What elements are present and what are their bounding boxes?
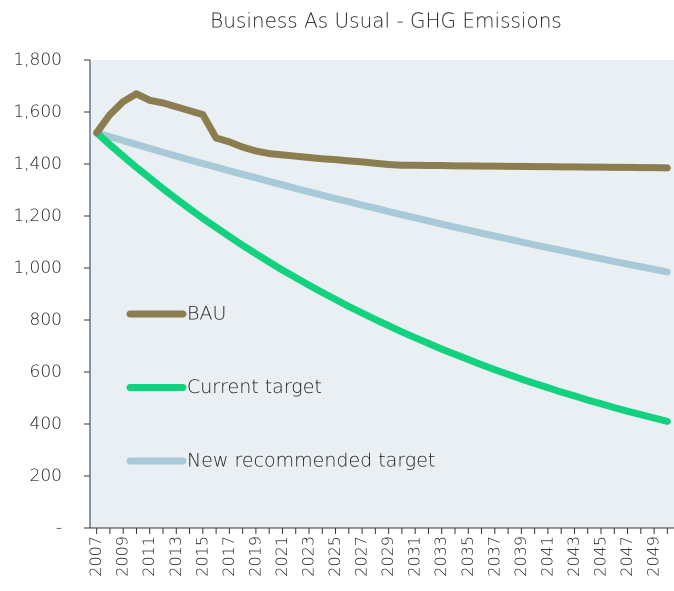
chart-title: Business As Usual - GHG Emissions (210, 9, 562, 33)
y-tick-label: 1,000 (13, 258, 62, 278)
y-tick-label: 1,800 (13, 50, 62, 70)
x-tick-label: 2037 (484, 536, 503, 577)
x-tick-label: 2009 (113, 536, 132, 577)
legend-label: New recommended target (187, 450, 435, 472)
x-tick-label: 2041 (537, 536, 556, 577)
x-tick-label: 2049 (644, 536, 663, 577)
x-tick-label: 2017 (219, 536, 238, 577)
x-tick-label: 2025 (325, 536, 344, 577)
y-tick-label: 1,600 (13, 102, 62, 122)
series-line (93, 129, 671, 276)
series-line (93, 129, 671, 425)
x-tick-label: 2023 (299, 536, 318, 577)
x-tick-label: 2029 (378, 536, 397, 577)
x-tick-label: 2015 (192, 536, 211, 577)
x-tick-label: 2031 (405, 536, 424, 577)
x-tick-label: 2013 (166, 536, 185, 577)
x-tick-label: 2007 (86, 536, 105, 577)
x-tick-label: 2043 (564, 536, 583, 577)
x-tick-label: 2033 (431, 536, 450, 577)
x-tick-label: 2039 (511, 536, 530, 577)
x-tick-label: 2021 (272, 536, 291, 577)
y-tick-label: 1,400 (13, 154, 62, 174)
y-tick-label: 600 (30, 362, 62, 382)
x-tick-label: 2027 (352, 536, 371, 577)
y-tick-label: 1,200 (13, 206, 62, 226)
y-tick-label: 800 (30, 310, 62, 330)
x-tick-label: 2045 (591, 536, 610, 577)
legend-label: Current target (187, 376, 322, 398)
y-tick-label: - (56, 518, 62, 538)
x-tick-label: 2019 (245, 536, 264, 577)
series-line (93, 90, 671, 172)
y-tick-label: 400 (30, 414, 62, 434)
legend-label: BAU (187, 303, 226, 325)
x-tick-label: 2035 (458, 536, 477, 577)
x-tick-label: 2047 (617, 536, 636, 577)
plot-area (90, 60, 674, 528)
x-tick-label: 2011 (139, 536, 158, 577)
y-tick-label: 200 (30, 466, 62, 486)
